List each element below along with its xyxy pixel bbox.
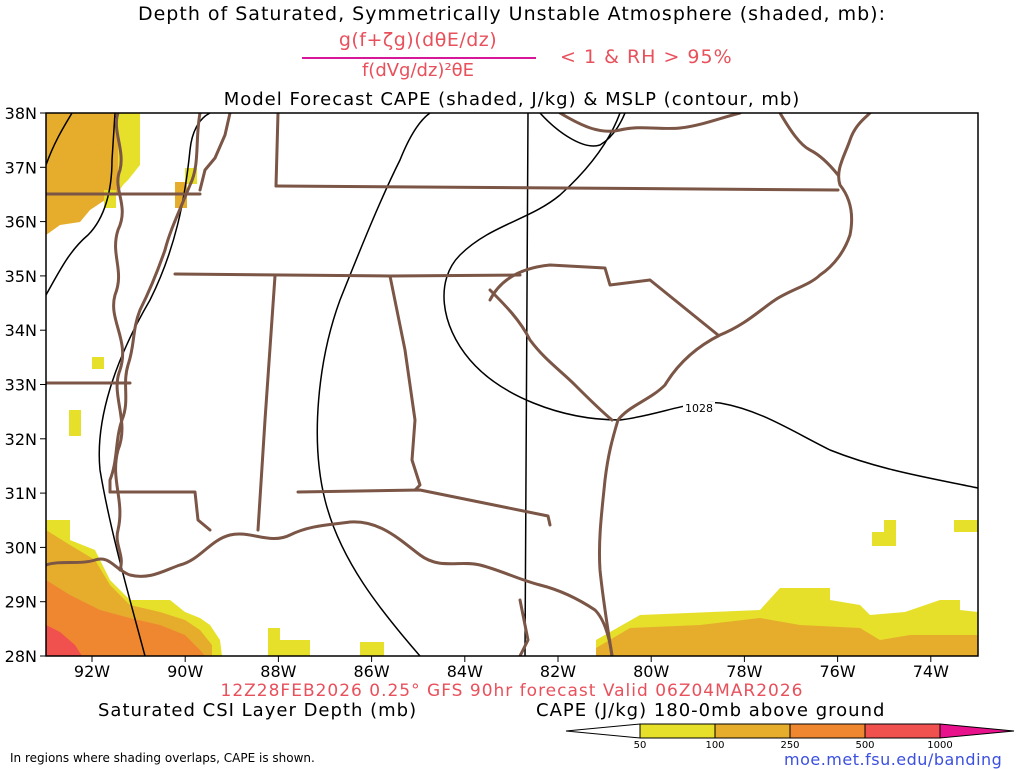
colorbar-tick-label: 500 [855, 740, 874, 751]
cape-cell [884, 520, 896, 534]
chesapeake-coast [558, 113, 742, 133]
latitude-axis: 38N 37N 36N 35N 34N 33N 32N 31N 30N 29N 28N [5, 104, 46, 666]
shading-footnote: In regions where shading overlaps, CAPE … [10, 751, 315, 765]
latitude-label: 38N [5, 104, 37, 123]
cape-cell [268, 628, 280, 656]
latitude-label: 33N [5, 376, 37, 395]
colorbar-segment-250 [789, 723, 866, 739]
cape-region-se-100 [596, 618, 978, 656]
latitude-label: 35N [5, 267, 37, 286]
colorbar-left-arrow [565, 723, 641, 739]
forecast-valid-line: 12Z28FEB2026 0.25° GFS 90hr forecast Val… [220, 681, 804, 701]
gulf-coast [46, 520, 614, 656]
longitude-label: 86W [354, 662, 390, 681]
longitude-label: 76W [820, 662, 856, 681]
cape-cell [872, 532, 896, 546]
formula-condition: < 1 & RH > 95% [560, 46, 733, 68]
csi-layer-label: Saturated CSI Layer Depth (mb) [98, 700, 418, 721]
longitude-label: 78W [726, 662, 762, 681]
colorbar-right-arrow [939, 723, 1015, 739]
isobar [46, 113, 73, 166]
appalachian-border [198, 113, 232, 192]
louisiana-mississippi-border [108, 490, 212, 532]
georgia-carolina-border [488, 263, 720, 337]
title-line-3: Model Forecast CAPE (shaded, J/kg) & MSL… [223, 89, 801, 110]
colorbar-segment-50 [639, 723, 716, 739]
alabama-georgia-border [388, 274, 422, 492]
cape-region-nw [46, 113, 140, 235]
isobar [98, 113, 211, 656]
title-line-1: Depth of Saturated, Symmetrically Unstab… [137, 3, 886, 25]
longitude-label: 74W [913, 662, 949, 681]
cape-legend-label: CAPE (J/kg) 180-0mb above ground [536, 700, 886, 721]
latitude-label: 29N [5, 593, 37, 612]
latitude-label: 28N [5, 647, 37, 666]
isobar-1028 [443, 113, 978, 489]
latitude-label: 30N [5, 538, 37, 557]
kentucky-border [274, 113, 280, 188]
longitude-label: 84W [447, 662, 483, 681]
colorbar-tick-label: 1000 [927, 740, 952, 751]
tennessee-north-border [46, 184, 840, 196]
longitude-label: 80W [633, 662, 669, 681]
cape-cell [92, 357, 104, 369]
colorbar-segment-500 [864, 723, 941, 739]
isobar-label-bg [683, 402, 715, 415]
isobar [524, 113, 626, 656]
lake-okeechobee [518, 598, 530, 656]
mississippi-river-east [108, 113, 202, 494]
colorbar-tick-label: 50 [634, 740, 647, 751]
isobar [46, 113, 116, 296]
cape-colorbar: 50 100 250 500 1000 [565, 723, 1015, 751]
cape-cell [69, 410, 81, 436]
state-borders [46, 113, 872, 656]
formula-numerator: g(f+ζg)(dθE/dz) [338, 29, 498, 51]
colorbar-segment-100 [714, 723, 791, 739]
cape-cell [280, 640, 310, 656]
site-url-link[interactable]: moe.met.fsu.edu/banding [784, 750, 1003, 769]
mississippi-river [112, 113, 125, 572]
mslp-contours [46, 113, 978, 656]
atlantic-coast [597, 113, 872, 656]
formula-fraction-bar [302, 57, 536, 59]
latitude-label: 31N [5, 484, 37, 503]
isobar [316, 113, 431, 656]
cape-region-sw-250 [46, 580, 205, 656]
cape-region-nw-yellow [118, 113, 140, 190]
longitude-axis: 92W 90W 88W 86W 84W 82W 80W 78W 76W 74W [74, 656, 949, 681]
formula-denominator: f(dVg/dz)²θE [361, 60, 475, 81]
colorbar-tick-labels: 50 100 250 500 1000 [634, 740, 953, 751]
longitude-label: 92W [74, 662, 110, 681]
latitude-label: 37N [5, 158, 37, 177]
isobar-label: 1028 [685, 402, 713, 415]
cape-cell [360, 642, 384, 656]
virginia-coast [778, 113, 840, 177]
mississippi-alabama-border [256, 274, 277, 532]
florida-panhandle-border [296, 488, 552, 527]
latitude-label: 32N [5, 430, 37, 449]
cape-cell [954, 520, 978, 532]
colorbar-tick-label: 100 [705, 740, 724, 751]
savannah-river [488, 288, 614, 422]
latitude-label: 36N [5, 213, 37, 232]
longitude-label: 88W [260, 662, 296, 681]
longitude-label: 82W [540, 662, 576, 681]
latitude-label: 34N [5, 321, 37, 340]
cape-region-sw-500 [46, 625, 82, 656]
tennessee-south-border [173, 272, 522, 278]
colorbar-tick-label: 250 [780, 740, 799, 751]
longitude-label: 90W [167, 662, 203, 681]
